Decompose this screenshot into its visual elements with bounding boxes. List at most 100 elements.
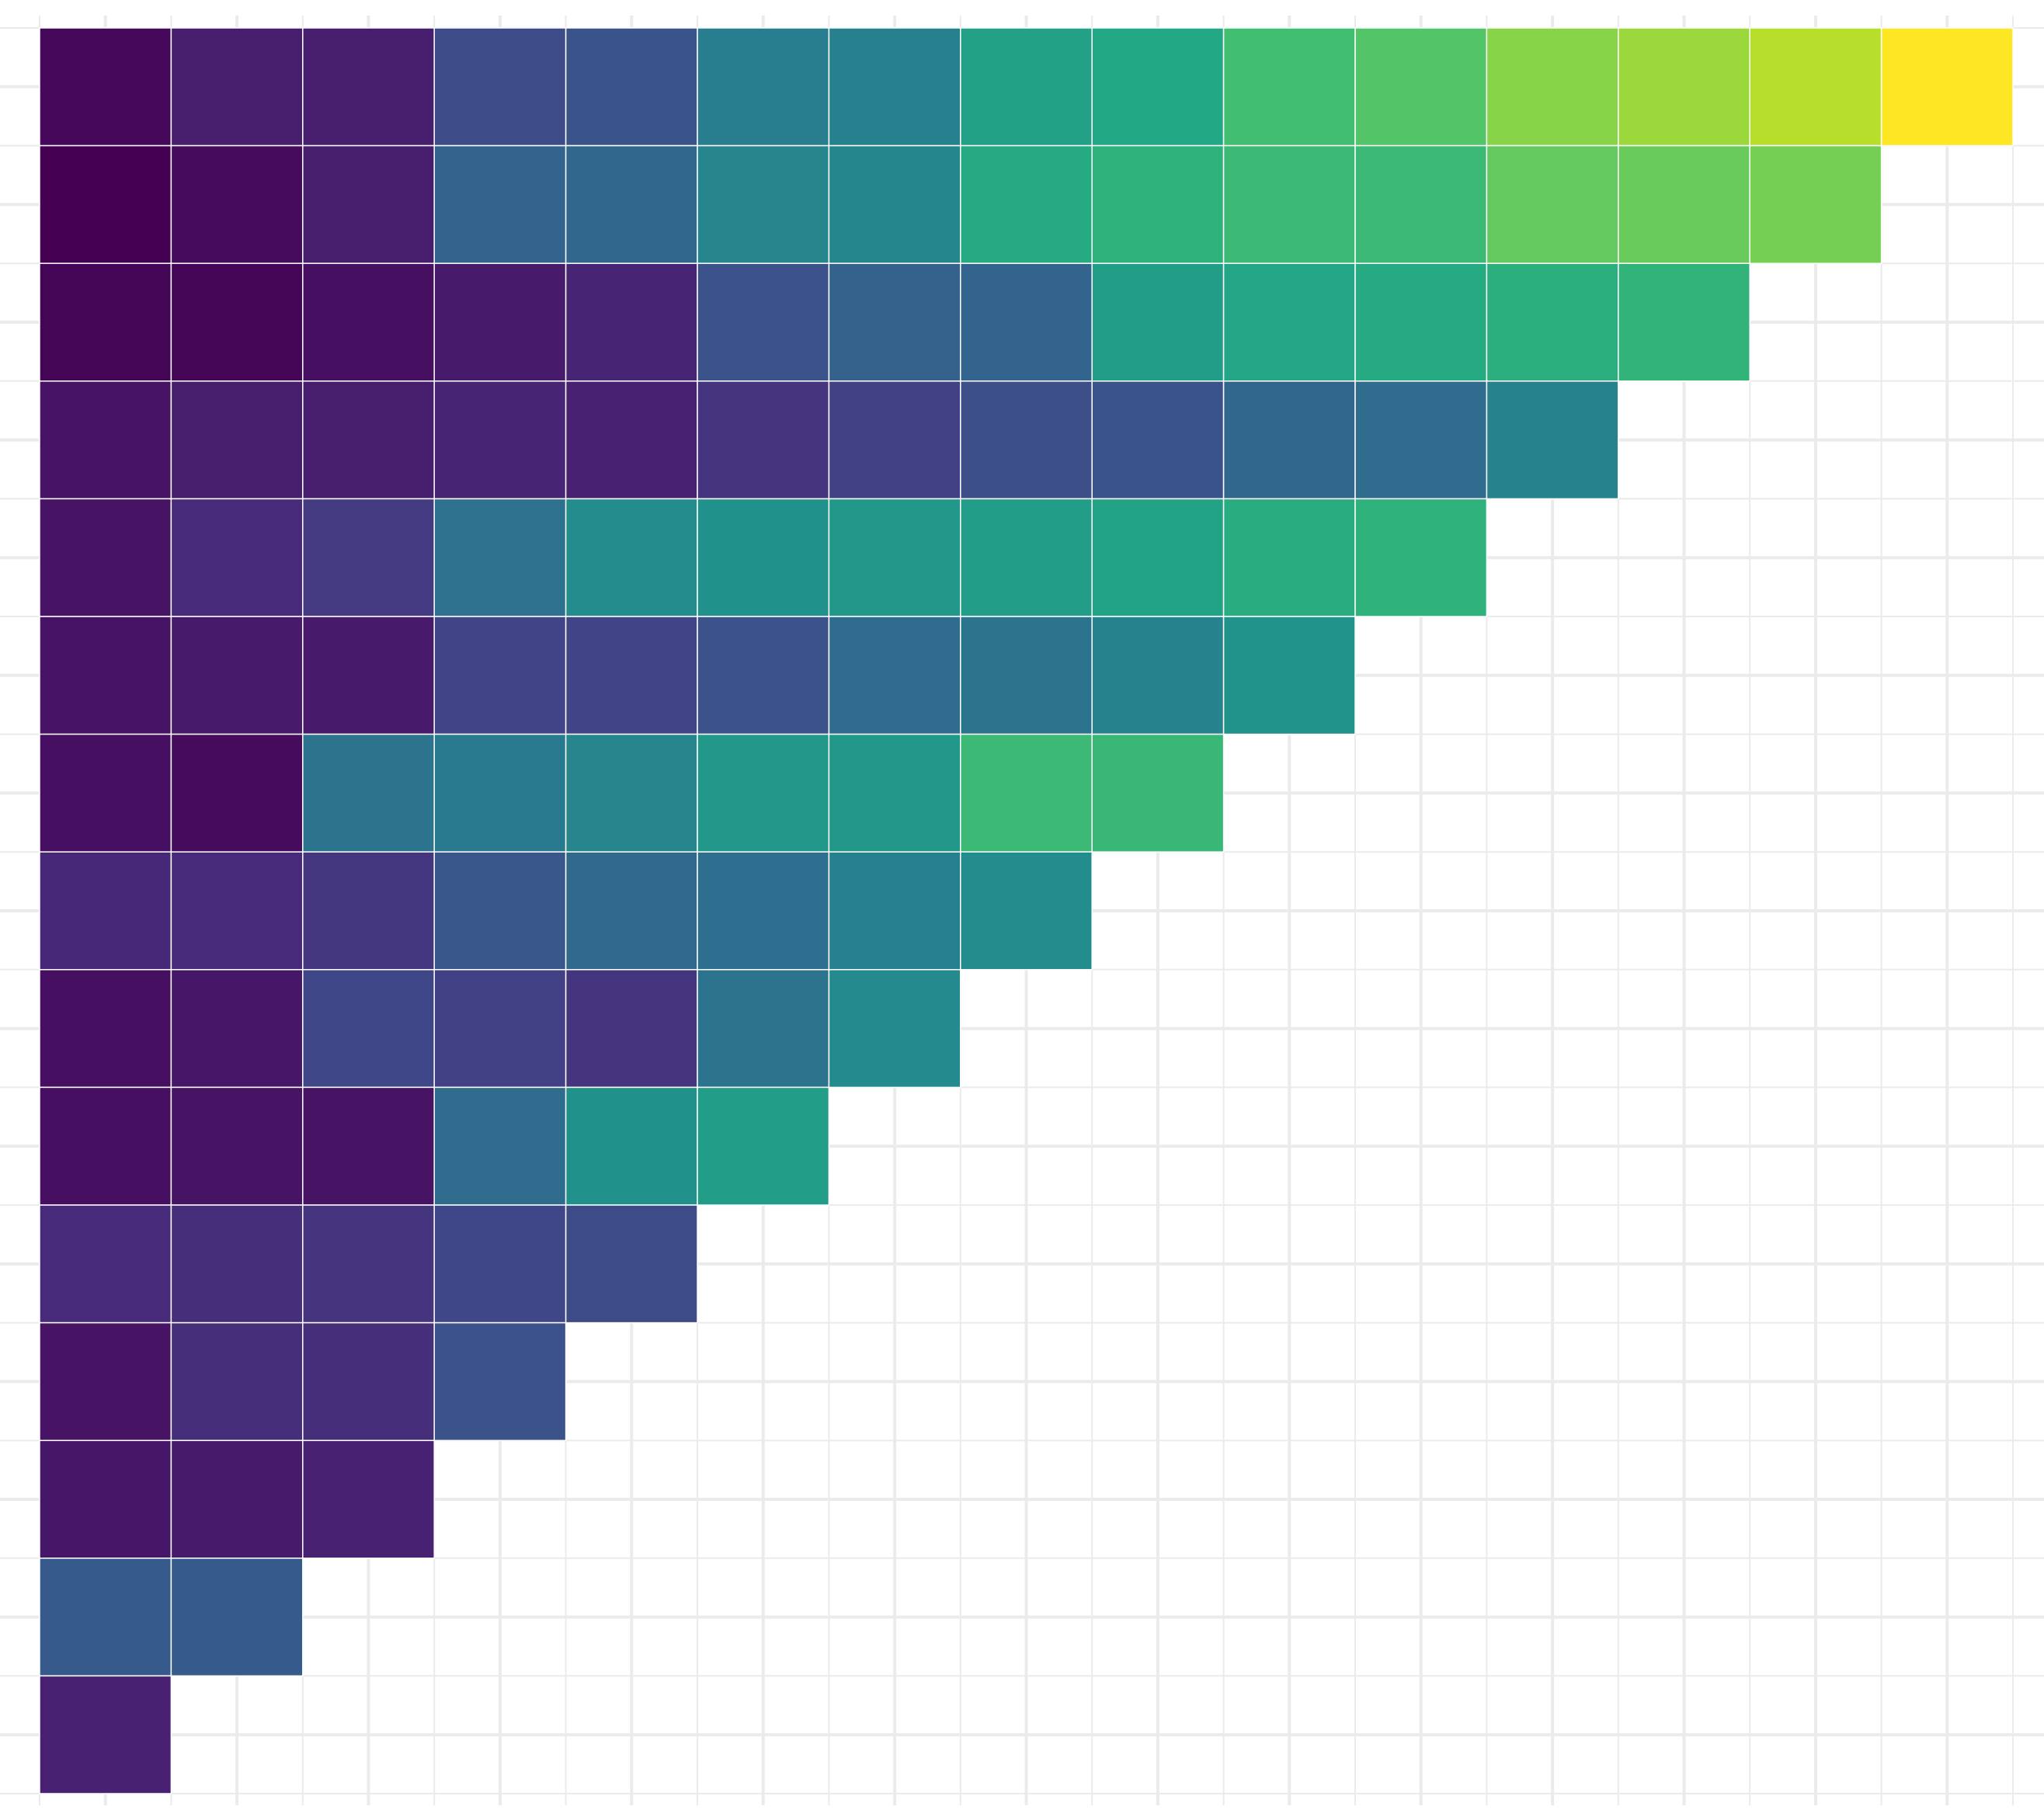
heatmap-tile-r5-c6 [697, 498, 830, 617]
heatmap-tile-r4-c7 [828, 380, 961, 500]
heatmap-tile-r4-c3 [302, 380, 435, 500]
heatmap-tile-r3-c6 [697, 262, 830, 382]
heatmap-tile-r1-c1 [39, 27, 172, 147]
heatmap-tile-r14-c2 [170, 1558, 304, 1677]
heatmap-tile-r6-c7 [828, 616, 961, 735]
heatmap-tile-r8-c8 [960, 851, 1093, 971]
heatmap-tile-r11-c3 [302, 1204, 435, 1324]
heatmap-tile-r5-c8 [960, 498, 1093, 617]
heatmap-tile-r6-c1 [39, 616, 172, 735]
heatmap-tile-r5-c7 [828, 498, 961, 617]
heatmap-tile-r4-c12 [1486, 380, 1619, 500]
heatmap-tile-r8-c5 [565, 851, 698, 971]
heatmap-tile-r7-c2 [170, 733, 304, 853]
heatmap-tile-r3-c2 [170, 262, 304, 382]
heatmap-tile-r9-c5 [565, 969, 698, 1089]
heatmap-tile-r3-c5 [565, 262, 698, 382]
heatmap-tile-r2-c6 [697, 144, 830, 264]
heatmap-tile-r5-c5 [565, 498, 698, 617]
heatmap-tile-r1-c11 [1354, 27, 1488, 147]
heatmap-tile-r7-c1 [39, 733, 172, 853]
heatmap-tile-r2-c12 [1486, 144, 1619, 264]
heatmap-tile-r12-c2 [170, 1322, 304, 1441]
heatmap-tile-r4-c2 [170, 380, 304, 500]
heatmap-tile-r1-c7 [828, 27, 961, 147]
heatmap-tile-r1-c6 [697, 27, 830, 147]
heatmap-tile-r2-c13 [1618, 144, 1750, 264]
heatmap-tile-r13-c3 [302, 1440, 435, 1559]
heatmap-tile-r9-c6 [697, 969, 830, 1089]
heatmap-tile-r3-c8 [960, 262, 1093, 382]
heatmap-tile-r10-c3 [302, 1086, 435, 1206]
heatmap-tile-r2-c5 [565, 144, 698, 264]
heatmap-tile-r10-c6 [697, 1086, 830, 1206]
heatmap-tile-r8-c1 [39, 851, 172, 971]
heatmap-tile-r5-c3 [302, 498, 435, 617]
heatmap-tile-r4-c5 [565, 380, 698, 500]
heatmap-tile-r9-c2 [170, 969, 304, 1089]
heatmap-tile-r4-c10 [1222, 380, 1356, 500]
heatmap-tile-r1-c13 [1618, 27, 1750, 147]
heatmap-tile-r11-c4 [433, 1204, 567, 1324]
heatmap-tile-r9-c4 [433, 969, 567, 1089]
heatmap-tile-r15-c1 [39, 1675, 172, 1794]
heatmap-tile-r2-c2 [170, 144, 304, 264]
heatmap-tile-r8-c6 [697, 851, 830, 971]
heatmap-tile-r1-c5 [565, 27, 698, 147]
heatmap-tile-r6-c2 [170, 616, 304, 735]
heatmap-tile-r2-c14 [1749, 144, 1882, 264]
heatmap-tile-r3-c11 [1354, 262, 1488, 382]
heatmap-tile-r1-c14 [1749, 27, 1882, 147]
heatmap-tile-r3-c4 [433, 262, 567, 382]
heatmap-tile-r6-c10 [1222, 616, 1356, 735]
heatmap-tile-r2-c4 [433, 144, 567, 264]
heatmap-tile-r3-c12 [1486, 262, 1619, 382]
heatmap-tile-r2-c9 [1091, 144, 1225, 264]
heatmap-tile-r5-c11 [1354, 498, 1488, 617]
heatmap-tile-r8-c3 [302, 851, 435, 971]
heatmap-tile-r4-c1 [39, 380, 172, 500]
heatmap-tile-r1-c3 [302, 27, 435, 147]
heatmap-tile-r4-c6 [697, 380, 830, 500]
heatmap-tile-r5-c1 [39, 498, 172, 617]
heatmap-tile-r3-c9 [1091, 262, 1225, 382]
heatmap-tile-r7-c6 [697, 733, 830, 853]
heatmap-tile-r7-c7 [828, 733, 961, 853]
heatmap-tile-r2-c7 [828, 144, 961, 264]
heatmap-tile-r14-c1 [39, 1558, 172, 1677]
heatmap-tile-r8-c2 [170, 851, 304, 971]
heatmap-tile-r6-c5 [565, 616, 698, 735]
heatmap-tile-r2-c3 [302, 144, 435, 264]
heatmap-tile-r7-c9 [1091, 733, 1225, 853]
heatmap-tile-r10-c2 [170, 1086, 304, 1206]
heatmap-tile-r7-c4 [433, 733, 567, 853]
heatmap-tile-r6-c6 [697, 616, 830, 735]
heatmap-tile-r8-c7 [828, 851, 961, 971]
heatmap-tile-r4-c11 [1354, 380, 1488, 500]
heatmap-tile-r13-c1 [39, 1440, 172, 1559]
heatmap-tile-r1-c4 [433, 27, 567, 147]
heatmap-tile-r8-c4 [433, 851, 567, 971]
heatmap-tile-r10-c4 [433, 1086, 567, 1206]
heatmap-tile-r12-c1 [39, 1322, 172, 1441]
heatmap-tile-r3-c7 [828, 262, 961, 382]
heatmap-tile-r9-c1 [39, 969, 172, 1089]
heatmap-tile-r2-c1 [39, 144, 172, 264]
heatmap-tile-r6-c8 [960, 616, 1093, 735]
heatmap-tile-r2-c8 [960, 144, 1093, 264]
heatmap-tile-r1-c10 [1222, 27, 1356, 147]
heatmap-tile-r4-c8 [960, 380, 1093, 500]
heatmap-tile-r11-c1 [39, 1204, 172, 1324]
heatmap-tile-r5-c10 [1222, 498, 1356, 617]
heatmap-tile-r1-c12 [1486, 27, 1619, 147]
heatmap-tile-r3-c3 [302, 262, 435, 382]
heatmap-tile-r9-c7 [828, 969, 961, 1089]
heatmap-tile-r3-c13 [1618, 262, 1750, 382]
heatmap-tile-r2-c10 [1222, 144, 1356, 264]
heatmap-tile-r1-c8 [960, 27, 1093, 147]
heatmap-tile-r6-c4 [433, 616, 567, 735]
heatmap-tile-r4-c4 [433, 380, 567, 500]
heatmap-tile-r13-c2 [170, 1440, 304, 1559]
